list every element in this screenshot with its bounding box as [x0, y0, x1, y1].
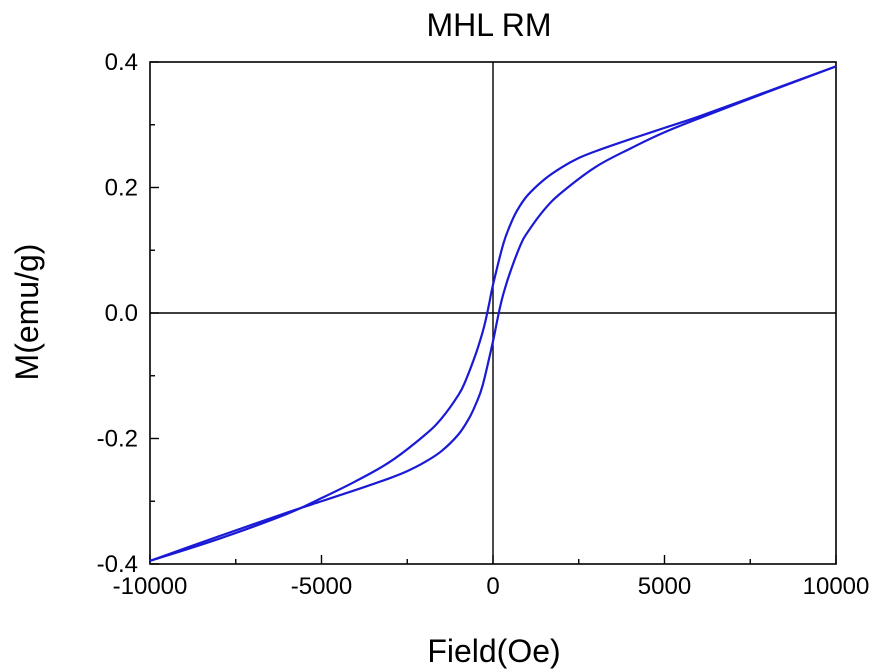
x-tick-label: -10000 [113, 573, 188, 600]
y-tick-label: 0.2 [105, 175, 138, 202]
x-tick-label: -5000 [291, 573, 352, 600]
y-tick-label: -0.2 [97, 426, 138, 453]
x-tick-label: 10000 [803, 573, 870, 600]
descending-branch-line [149, 65, 837, 562]
y-tick-label: 0.4 [105, 49, 138, 76]
x-axis-label: Field(Oe) [427, 633, 560, 669]
chart-title: MHL RM [426, 7, 551, 43]
x-tick-label: 0 [486, 573, 499, 600]
y-tick-label: -0.4 [97, 551, 138, 578]
plot-area: -10000 -5000 0 5000 10000 -0.4 -0.2 0.0 0.2 0.4 [97, 49, 870, 600]
y-tick-label: 0.0 [105, 300, 138, 327]
x-tick-label: 5000 [638, 573, 691, 600]
ascending-branch-line [149, 65, 837, 562]
y-axis-label: M(emu/g) [9, 244, 45, 381]
